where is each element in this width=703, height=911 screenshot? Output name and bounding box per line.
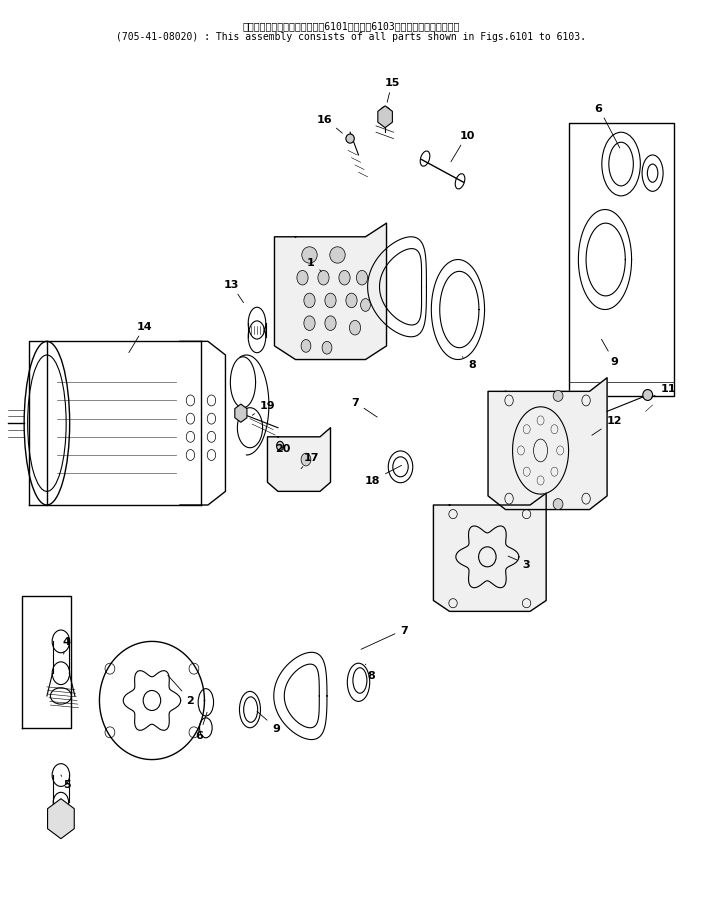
Text: 7: 7 bbox=[351, 398, 378, 417]
Text: 2: 2 bbox=[168, 676, 194, 706]
Text: 6: 6 bbox=[595, 104, 620, 148]
Ellipse shape bbox=[380, 107, 391, 122]
Text: 9: 9 bbox=[602, 340, 618, 367]
Text: 17: 17 bbox=[301, 453, 319, 469]
Polygon shape bbox=[434, 494, 546, 611]
Polygon shape bbox=[488, 378, 607, 510]
Text: 8: 8 bbox=[366, 664, 375, 681]
Ellipse shape bbox=[346, 135, 354, 144]
Ellipse shape bbox=[361, 300, 370, 312]
Polygon shape bbox=[267, 428, 330, 492]
Ellipse shape bbox=[302, 248, 317, 264]
Ellipse shape bbox=[553, 499, 563, 510]
Ellipse shape bbox=[339, 271, 350, 286]
Ellipse shape bbox=[304, 316, 315, 331]
Ellipse shape bbox=[301, 454, 311, 466]
Ellipse shape bbox=[304, 294, 315, 308]
Text: 18: 18 bbox=[365, 466, 401, 486]
Ellipse shape bbox=[356, 271, 368, 286]
Ellipse shape bbox=[349, 321, 361, 335]
Text: 19: 19 bbox=[252, 401, 276, 415]
Text: 6: 6 bbox=[195, 712, 207, 741]
Text: 13: 13 bbox=[224, 280, 243, 303]
Text: 11: 11 bbox=[652, 384, 676, 398]
Ellipse shape bbox=[325, 294, 336, 308]
Text: 12: 12 bbox=[592, 416, 622, 435]
Text: 1: 1 bbox=[307, 258, 321, 272]
Text: 20: 20 bbox=[275, 444, 290, 454]
Ellipse shape bbox=[236, 407, 246, 420]
Ellipse shape bbox=[297, 271, 308, 286]
Ellipse shape bbox=[330, 248, 345, 264]
Text: 14: 14 bbox=[129, 322, 153, 353]
Text: 8: 8 bbox=[463, 357, 476, 370]
Ellipse shape bbox=[301, 340, 311, 353]
Text: 15: 15 bbox=[385, 78, 400, 103]
Ellipse shape bbox=[276, 442, 283, 451]
Text: (705-41-08020) : This assembly consists of all parts shown in Figs.6101 to 6103.: (705-41-08020) : This assembly consists … bbox=[117, 32, 586, 42]
Ellipse shape bbox=[553, 391, 563, 402]
Text: 3: 3 bbox=[508, 557, 530, 569]
Text: このアセンブリの構成部品は第6101図から第6103図の部品まで含みます．: このアセンブリの構成部品は第6101図から第6103図の部品まで含みます． bbox=[243, 21, 460, 31]
Text: 7: 7 bbox=[361, 625, 408, 650]
Text: 9: 9 bbox=[257, 711, 280, 733]
Text: 5: 5 bbox=[61, 775, 70, 789]
Text: 4: 4 bbox=[63, 637, 70, 654]
Ellipse shape bbox=[318, 271, 329, 286]
Ellipse shape bbox=[322, 342, 332, 354]
Ellipse shape bbox=[643, 390, 652, 401]
Ellipse shape bbox=[325, 316, 336, 331]
Text: 10: 10 bbox=[451, 131, 475, 162]
Ellipse shape bbox=[346, 294, 357, 308]
Polygon shape bbox=[274, 224, 387, 360]
Text: 16: 16 bbox=[317, 115, 342, 134]
